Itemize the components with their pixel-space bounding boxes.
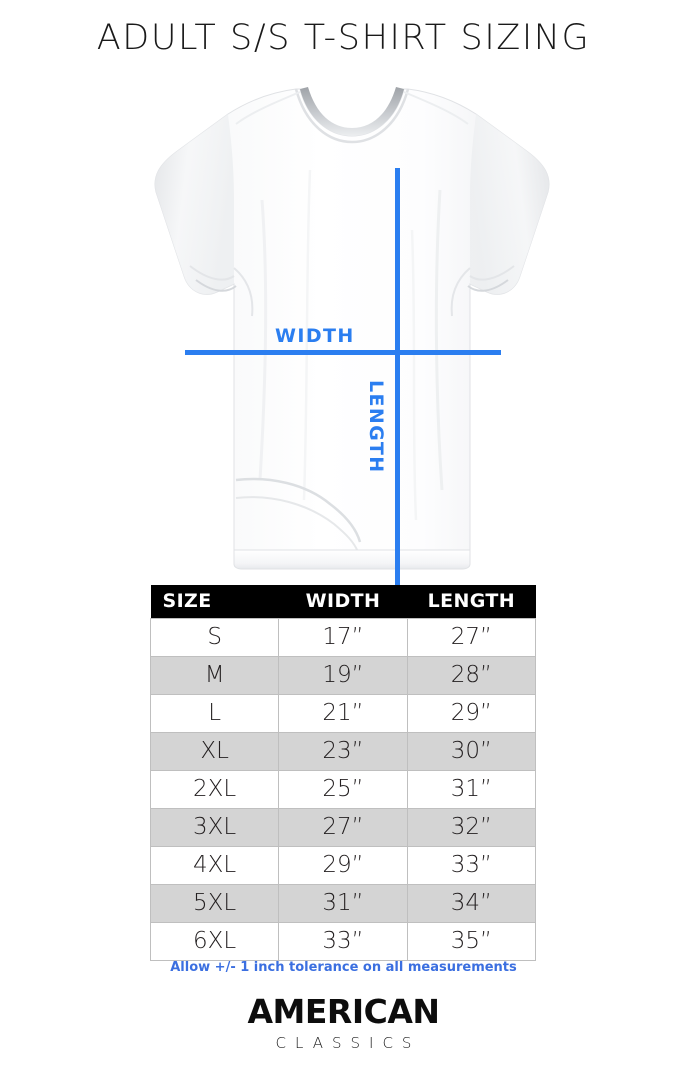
table-header: SIZE WIDTH LENGTH bbox=[150, 585, 536, 618]
table-row: 3XL 27” 32” bbox=[149, 807, 537, 847]
table-body: S 17” 27” M 19” 28” L 21” 29” XL 23” 30”… bbox=[149, 617, 537, 961]
table-row: XL 23” 30” bbox=[149, 731, 537, 771]
table-row: 4XL 29” 33” bbox=[149, 845, 537, 885]
header-width: WIDTH bbox=[278, 585, 408, 618]
cell-size: 5XL bbox=[149, 883, 280, 923]
cell-length: 33” bbox=[406, 845, 537, 885]
cell-length: 28” bbox=[406, 655, 537, 695]
width-measure-line bbox=[185, 350, 501, 355]
brand-name-secondary: CLASSICS bbox=[275, 1033, 421, 1052]
cell-width: 27” bbox=[278, 807, 408, 847]
size-chart-table: SIZE WIDTH LENGTH S 17” 27” M 19” 28” L … bbox=[149, 585, 537, 961]
cell-length: 35” bbox=[406, 921, 537, 961]
cell-size: 3XL bbox=[149, 807, 280, 847]
tshirt-illustration-icon bbox=[154, 87, 550, 570]
table-header-row: SIZE WIDTH LENGTH bbox=[150, 585, 536, 618]
table-row: S 17” 27” bbox=[149, 617, 537, 657]
table-row: 5XL 31” 34” bbox=[149, 883, 537, 923]
brand-name-primary: AMERICAN bbox=[247, 992, 441, 1031]
cell-length: 31” bbox=[406, 769, 537, 809]
cell-width: 21” bbox=[278, 693, 408, 733]
brand-logo: AMERICAN CLASSICS bbox=[0, 992, 687, 1052]
header-length: LENGTH bbox=[407, 585, 536, 618]
cell-length: 30” bbox=[406, 731, 537, 771]
width-label: WIDTH bbox=[275, 325, 355, 347]
table-row: M 19” 28” bbox=[149, 655, 537, 695]
cell-width: 29” bbox=[278, 845, 408, 885]
cell-length: 29” bbox=[406, 693, 537, 733]
cell-length: 32” bbox=[406, 807, 537, 847]
cell-size: 4XL bbox=[149, 845, 280, 885]
page-title: ADULT S/S T-SHIRT SIZING bbox=[96, 18, 591, 58]
cell-size: 6XL bbox=[149, 921, 280, 961]
header-size: SIZE bbox=[150, 585, 279, 618]
length-label: LENGTH bbox=[365, 380, 387, 474]
table-row: L 21” 29” bbox=[149, 693, 537, 733]
cell-width: 23” bbox=[278, 731, 408, 771]
cell-size: XL bbox=[149, 731, 280, 771]
cell-width: 19” bbox=[278, 655, 408, 695]
tolerance-note: Allow +/- 1 inch tolerance on all measur… bbox=[170, 960, 517, 975]
cell-size: L bbox=[149, 693, 280, 733]
cell-width: 33” bbox=[278, 921, 408, 961]
length-measure-line bbox=[395, 168, 400, 646]
table-row: 6XL 33” 35” bbox=[149, 921, 537, 961]
cell-width: 25” bbox=[278, 769, 408, 809]
cell-size: S bbox=[149, 617, 280, 657]
cell-width: 31” bbox=[278, 883, 408, 923]
cell-length: 27” bbox=[406, 617, 537, 657]
tshirt-diagram: WIDTH LENGTH bbox=[0, 80, 687, 646]
cell-length: 34” bbox=[406, 883, 537, 923]
cell-size: 2XL bbox=[149, 769, 280, 809]
cell-size: M bbox=[149, 655, 280, 695]
cell-width: 17” bbox=[278, 617, 408, 657]
table-row: 2XL 25” 31” bbox=[149, 769, 537, 809]
